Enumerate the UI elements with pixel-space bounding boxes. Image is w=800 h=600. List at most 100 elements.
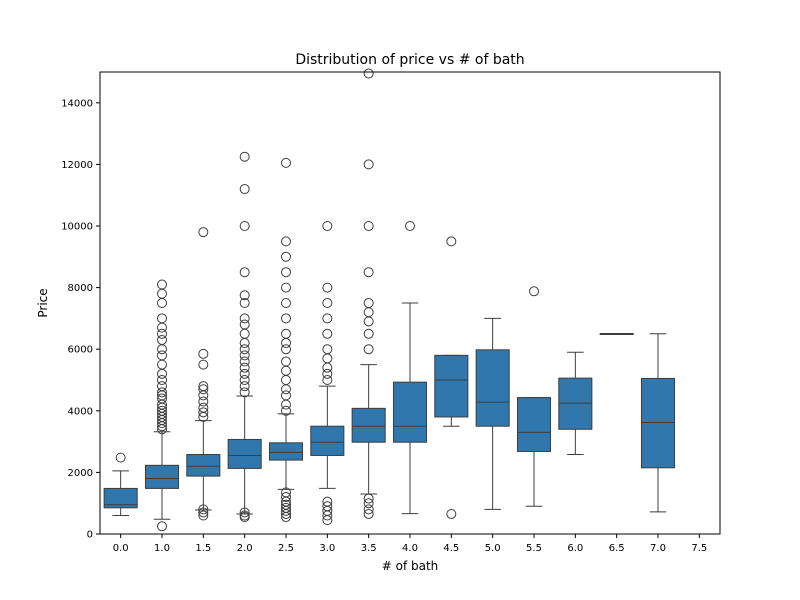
outlier-point: [239, 267, 250, 278]
outlier-point: [322, 344, 333, 355]
outlier-point: [363, 504, 374, 515]
box-group-5-0: [475, 317, 510, 510]
outlier-point: [363, 508, 374, 519]
box-group-6-5: [599, 332, 634, 335]
outlier-point: [198, 507, 209, 518]
outlier-point: [281, 313, 291, 324]
outlier-point: [157, 350, 167, 361]
x-tick-label: 2.5: [278, 543, 294, 554]
outlier-point: [157, 521, 167, 532]
x-tick-label: 3.0: [319, 543, 335, 554]
x-tick-label: 5.0: [485, 543, 501, 554]
iqr-box: [434, 354, 469, 418]
y-axis-label: Price: [36, 288, 50, 317]
outlier-point: [281, 267, 291, 278]
x-axis-label: # of bath: [382, 559, 439, 573]
y-tick-label: 4000: [68, 406, 93, 417]
iqr-box: [351, 407, 386, 443]
outlier-point: [322, 368, 333, 379]
iqr-box: [227, 438, 262, 469]
iqr-box: [640, 377, 676, 469]
x-tick-label: 7.5: [691, 543, 707, 554]
outlier-point: [322, 328, 333, 339]
outlier-point: [363, 328, 374, 339]
outlier-point: [239, 387, 250, 398]
y-tick-label: 6000: [68, 345, 93, 356]
outlier-point: [281, 298, 291, 308]
outlier-point: [198, 359, 209, 370]
chart-title: Distribution of price vs # of bath: [295, 52, 524, 68]
y-tick-label: 14000: [61, 98, 93, 109]
outlier-point: [239, 507, 250, 518]
outlier-point: [157, 328, 167, 339]
outlier-point: [322, 221, 333, 231]
box-group-1-5: [186, 227, 221, 521]
outlier-point: [405, 221, 415, 231]
outlier-point: [363, 498, 374, 509]
outlier-point: [322, 501, 333, 512]
outlier-point: [239, 350, 250, 361]
plot-area: [103, 68, 676, 532]
outlier-point: [281, 236, 291, 247]
box-group-2-0: [227, 151, 262, 523]
outlier-point: [198, 227, 209, 238]
box-group-0-0: [103, 452, 138, 517]
outlier-point: [239, 313, 250, 324]
outlier-point: [239, 290, 250, 301]
outlier-point: [157, 375, 167, 385]
outlier-point: [198, 348, 209, 359]
outlier-point: [198, 510, 209, 521]
outlier-point: [363, 221, 374, 231]
outlier-point: [363, 68, 374, 79]
x-tick-label: 1.5: [195, 543, 211, 554]
outlier-point: [281, 390, 291, 401]
y-tick-label: 2000: [68, 468, 93, 479]
outlier-point: [322, 375, 333, 385]
iqr-box: [310, 425, 345, 456]
box-group-2-5: [268, 157, 304, 523]
box-group-1-0: [144, 279, 180, 532]
outlier-point: [446, 236, 457, 247]
box-group-6-0: [558, 351, 593, 456]
outlier-point: [157, 387, 167, 398]
outlier-point: [322, 282, 333, 293]
y-tick-label: 12000: [61, 160, 93, 171]
outlier-point: [157, 381, 167, 392]
outlier-point: [446, 508, 457, 519]
x-tick-label: 7.0: [650, 543, 666, 554]
outlier-point: [239, 381, 250, 392]
outlier-point: [198, 384, 209, 395]
outlier-point: [281, 502, 291, 513]
outlier-point: [281, 499, 291, 510]
iqr-box: [186, 454, 221, 477]
x-tick-label: 6.5: [609, 543, 625, 554]
iqr-box: [144, 464, 180, 489]
iqr-box: [516, 397, 552, 452]
outlier-point: [363, 344, 374, 355]
y-tick-label: 10000: [61, 222, 93, 233]
box-group-4-5: [434, 236, 469, 519]
box-group-3-5: [351, 68, 386, 519]
x-axis: 0.0 1.0 1.5 2.0 2.5 3.0 3.5 4.0 4.5 5.0 5.5 6.0 6.5 7…: [113, 534, 707, 554]
outlier-point: [239, 319, 250, 330]
x-tick-label: 4.0: [402, 543, 418, 554]
x-tick-label: 2.0: [237, 543, 253, 554]
outlier-point: [281, 251, 291, 262]
outlier-point: [363, 493, 374, 504]
outlier-point: [322, 298, 333, 308]
outlier-point: [239, 151, 250, 162]
outlier-point: [239, 362, 250, 373]
x-tick-label: 0.0: [113, 543, 129, 554]
outlier-point: [281, 344, 291, 355]
box-group-7-0: [640, 333, 676, 513]
outlier-point: [239, 375, 250, 385]
outlier-point: [157, 405, 167, 416]
x-tick-label: 5.5: [526, 543, 542, 554]
outlier-point: [198, 504, 209, 515]
outlier-point: [239, 184, 250, 195]
x-tick-label: 6.0: [567, 543, 583, 554]
outlier-point: [198, 402, 209, 413]
y-tick-label: 0: [87, 530, 93, 541]
